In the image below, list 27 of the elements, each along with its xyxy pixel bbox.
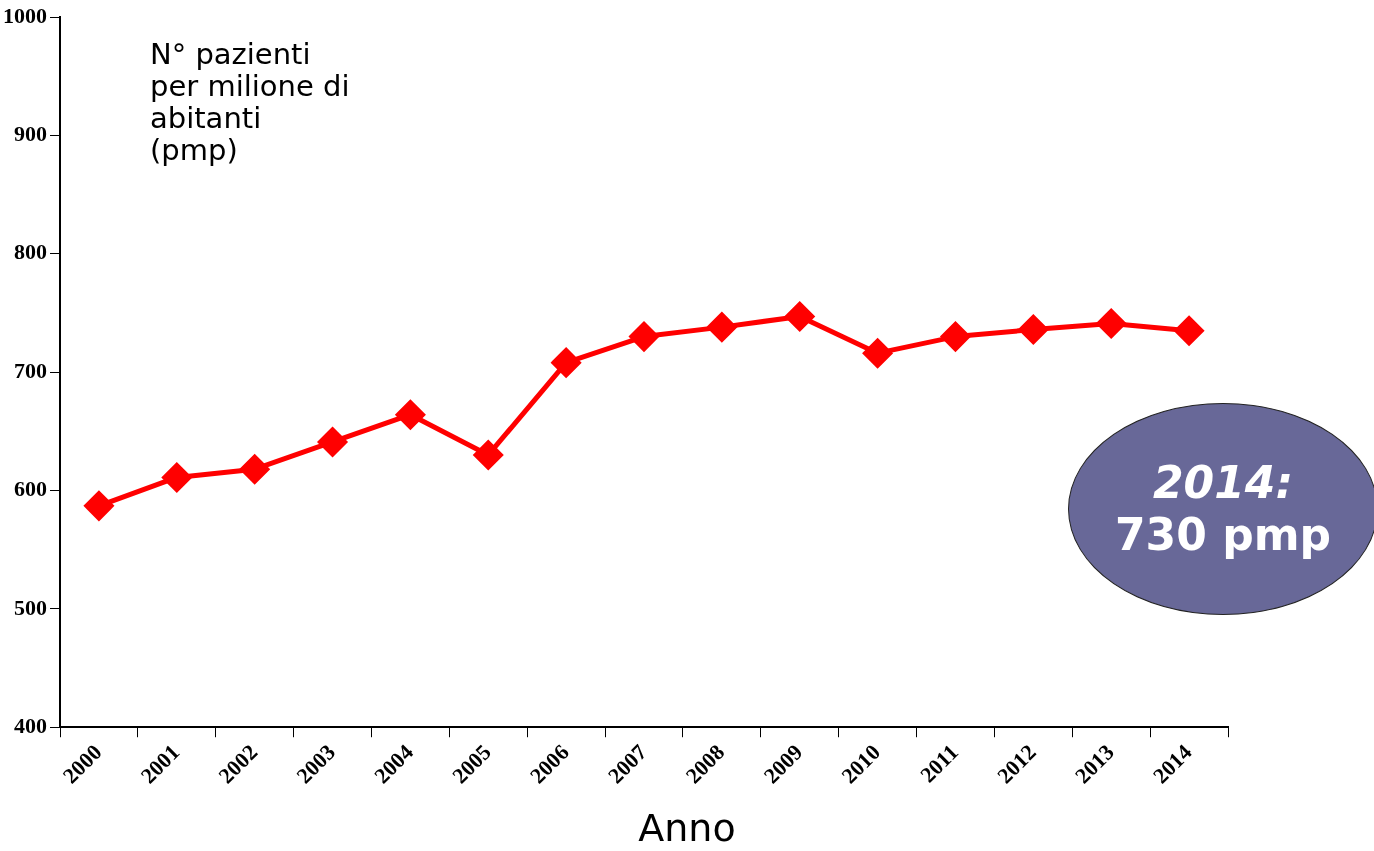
point <box>84 491 114 521</box>
point <box>1174 316 1204 346</box>
point <box>629 322 659 352</box>
point <box>551 348 581 378</box>
x-axis-title: Anno <box>637 806 737 850</box>
y-tick-label: 1000 <box>3 2 47 28</box>
y-tick-label: 700 <box>14 357 47 383</box>
point <box>395 400 425 430</box>
y-tick-label: 600 <box>14 476 47 502</box>
y-tick-label: 900 <box>14 121 47 147</box>
point <box>318 427 348 457</box>
y-tick-label: 400 <box>14 712 47 738</box>
point <box>707 312 737 342</box>
x-tick-label: 2011 <box>915 739 964 788</box>
y-tick-label: 500 <box>14 594 47 620</box>
point <box>863 338 893 368</box>
ellipse-callout: 2014: 730 pmp <box>1068 403 1374 615</box>
point <box>1096 309 1126 339</box>
point <box>473 440 503 470</box>
point <box>1018 315 1048 344</box>
annotation: 2014: 730 pmp <box>1114 457 1331 561</box>
y-axis-title: N° pazienti per milione di abitanti (pmp) <box>150 37 350 167</box>
point <box>162 462 192 492</box>
point <box>240 454 270 484</box>
y-tick-label: 800 <box>14 239 47 265</box>
point <box>785 301 815 331</box>
point <box>940 322 970 352</box>
